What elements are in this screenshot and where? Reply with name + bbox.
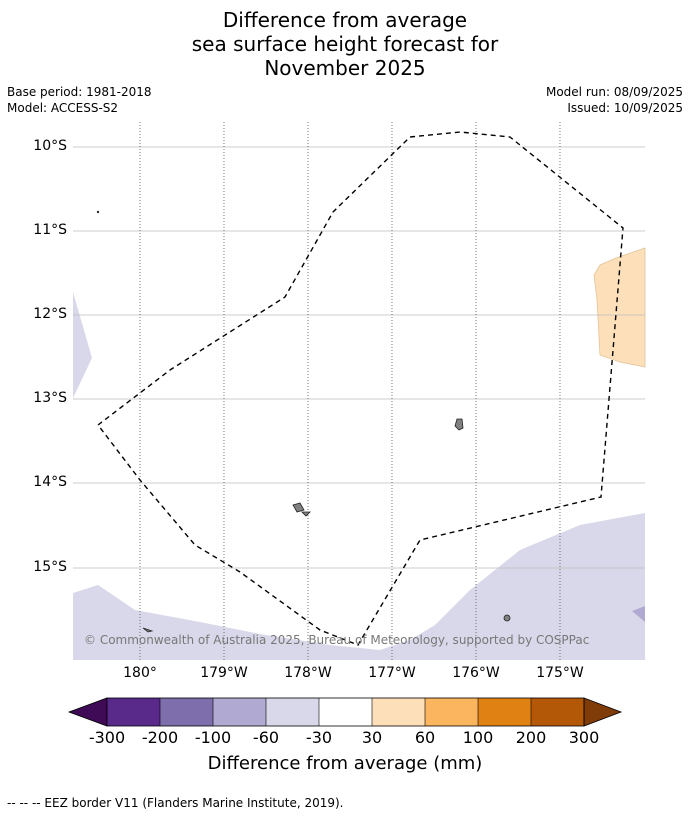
colorbar-tick: -300 (88, 728, 126, 747)
colorbar-tick: -60 (252, 728, 280, 747)
colorbar-tick: 300 (568, 728, 600, 747)
colorbar-tick: 100 (462, 728, 494, 747)
model-name: Model: ACCESS-S2 (7, 101, 119, 115)
colorbar-extend-high (583, 697, 623, 727)
colorbar-segment-2 (160, 698, 213, 726)
colorbar-segment-6 (372, 698, 425, 726)
lon-label-176w: 176°W (452, 665, 500, 681)
island-east (454, 418, 464, 431)
island-southwest (142, 627, 154, 633)
colorbar-tick: -100 (194, 728, 232, 747)
colorbar-extend-low (67, 697, 108, 727)
model-run: Model run: 08/09/2025 (545, 85, 683, 99)
colorbar-tick: 60 (414, 728, 436, 747)
lon-label-180: 180° (123, 665, 157, 681)
islands (96, 210, 511, 633)
base-period: Base period: 1981-2018 (7, 85, 152, 99)
lat-label-15s: 15°S (33, 559, 67, 575)
eez-legend-note: -- -- -- EEZ border V11 (Flanders Marine… (7, 796, 344, 810)
colorbar (67, 697, 623, 727)
island-central-b (301, 511, 311, 517)
anomaly-negative-south (73, 513, 645, 660)
lat-label-13s: 13°S (33, 390, 67, 406)
lon-label-179w: 179°W (200, 665, 248, 681)
island-central-a (292, 502, 305, 513)
latitude-gridlines (73, 146, 645, 569)
lon-label-177w: 177°W (368, 665, 416, 681)
colorbar-segment-1 (107, 698, 160, 726)
colorbar-dividers (159, 698, 532, 726)
colorbar-tick: -200 (141, 728, 179, 747)
colorbar-segment-5 (319, 698, 372, 726)
colorbar-segment-9 (531, 698, 584, 726)
colorbar-label: Difference from average (mm) (207, 753, 483, 774)
colorbar-tick: 200 (515, 728, 547, 747)
title-line-2: sea surface height forecast for (191, 32, 499, 56)
colorbar-tick: 30 (361, 728, 383, 747)
eez-border (97, 131, 624, 646)
map-title: Difference from average sea surface heig… (0, 8, 690, 80)
colorbar-outline (106, 697, 585, 727)
lat-label-14s: 14°S (33, 474, 67, 490)
title-line-1: Difference from average (222, 8, 468, 32)
meta-right: Model run: 08/09/2025 Issued: 10/09/2025 (546, 84, 683, 116)
island-south (503, 614, 511, 622)
copyright-notice: © Commonwealth of Australia 2025, Bureau… (84, 633, 590, 647)
lon-label-175w: 175°W (536, 665, 584, 681)
anomaly-negative-southeast (632, 606, 645, 622)
issued-date: Issued: 10/09/2025 (567, 101, 683, 115)
colorbar-segment-7 (425, 698, 478, 726)
anomaly-negative-west (73, 292, 92, 398)
colorbar-segment-4 (266, 698, 319, 726)
lat-label-12s: 12°S (33, 306, 67, 322)
colorbar-segment-3 (213, 698, 266, 726)
title-line-3: November 2025 (264, 56, 426, 80)
colorbar-tick: -30 (305, 728, 333, 747)
lat-label-11s: 11°S (33, 222, 67, 238)
lon-label-178w: 178°W (284, 665, 332, 681)
lat-label-10s: 10°S (33, 138, 67, 154)
meta-left: Base period: 1981-2018 Model: ACCESS-S2 (7, 84, 152, 116)
island-dot (96, 210, 100, 214)
colorbar-segment-8 (478, 698, 531, 726)
anomaly-positive-east (593, 247, 646, 368)
